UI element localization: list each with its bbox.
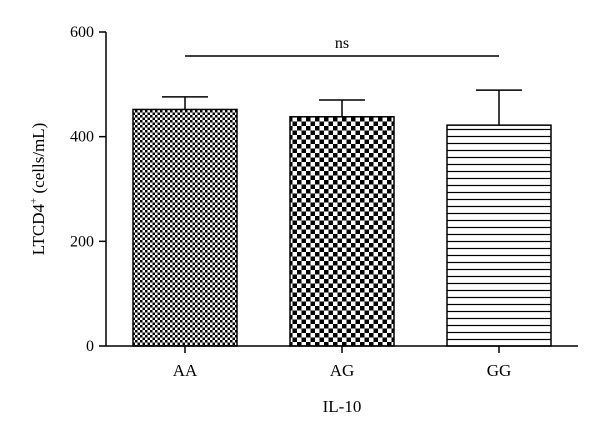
bar-aa bbox=[132, 108, 238, 347]
y-tick-label: 0 bbox=[86, 338, 94, 355]
bar-gg bbox=[446, 124, 552, 347]
bars-group bbox=[132, 108, 552, 347]
significance-label: ns bbox=[335, 35, 349, 52]
y-axis-title-main: LTCD4 bbox=[29, 203, 48, 255]
x-tick-label-ag: AG bbox=[330, 361, 355, 380]
y-tick-label: 400 bbox=[70, 129, 94, 146]
x-ticks-group: AA AG GG bbox=[173, 346, 512, 380]
error-bars-group bbox=[162, 89, 522, 126]
y-axis-title-unit: (cells/mL) bbox=[29, 123, 48, 198]
bar-ag bbox=[289, 116, 395, 347]
x-axis-title: IL-10 bbox=[323, 397, 362, 416]
y-ticks-group: 0 200 400 600 bbox=[70, 24, 106, 355]
x-tick-label-aa: AA bbox=[173, 361, 198, 380]
significance-annotation: ns bbox=[185, 35, 499, 57]
y-tick-label: 600 bbox=[70, 24, 94, 41]
y-axis-title-superscript: + bbox=[28, 198, 40, 204]
y-tick-label: 200 bbox=[70, 233, 94, 250]
x-tick-label-gg: GG bbox=[487, 361, 512, 380]
y-axis-title: LTCD4+ (cells/mL) bbox=[28, 123, 48, 256]
